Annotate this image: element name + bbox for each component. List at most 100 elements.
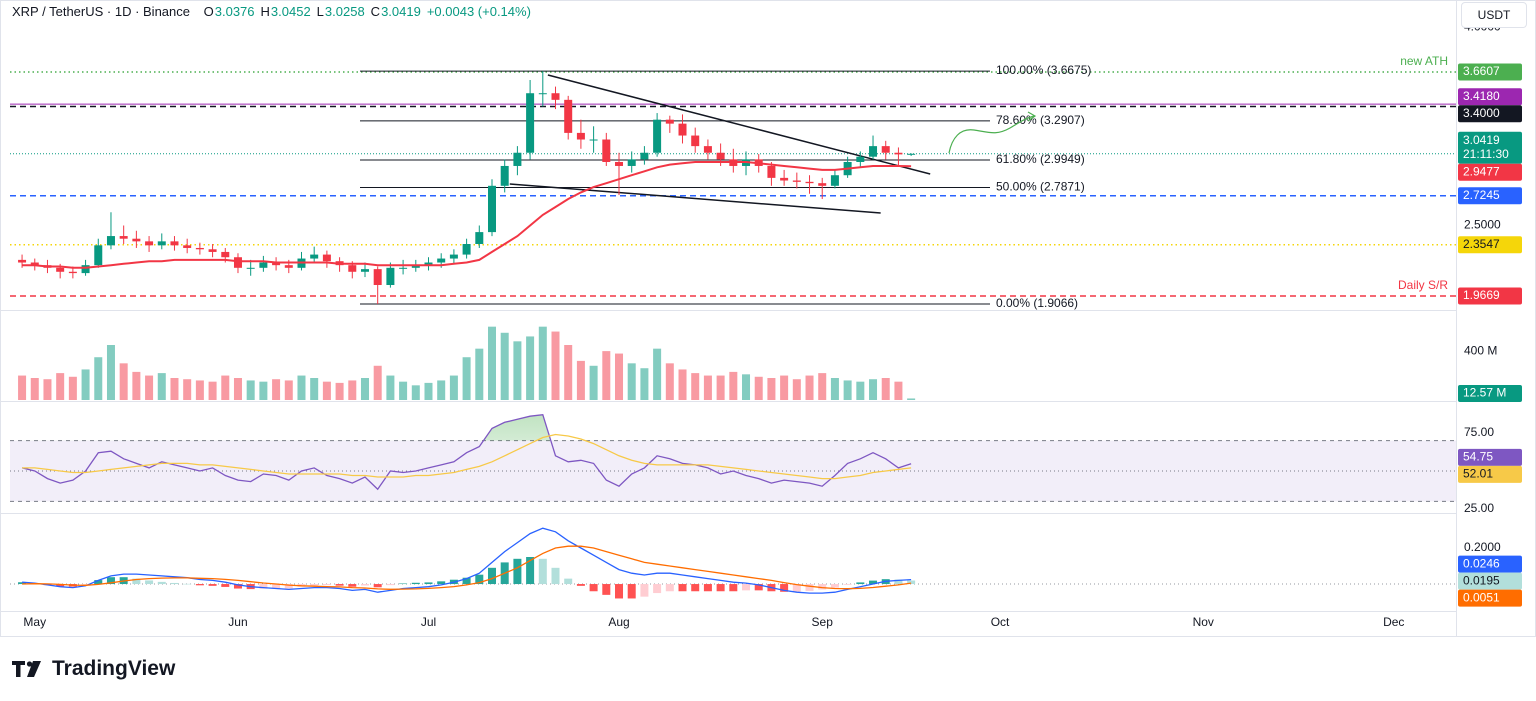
candle-body (30, 262, 39, 266)
candle-body (132, 238, 141, 242)
volume-bar (272, 379, 281, 400)
macd-histogram-bar (653, 584, 662, 594)
candle-body (526, 93, 535, 153)
volume-bar (30, 378, 39, 400)
price-tag (1458, 385, 1522, 402)
volume-bar (360, 378, 369, 400)
candle-body (907, 153, 916, 155)
volume-bar (449, 375, 458, 400)
macd-histogram-bar (856, 582, 865, 585)
ohlc-value: 3.0376 (214, 4, 255, 19)
candle-body (589, 139, 598, 141)
candle-body (703, 146, 712, 153)
candle-body (18, 259, 27, 263)
price-tag-label: 12.57 M (1463, 386, 1506, 400)
macd-histogram-bar (18, 582, 27, 585)
volume-bar (233, 378, 242, 400)
volume-bar (373, 365, 382, 400)
fib-label: 61.80% (2.9949) (996, 152, 1085, 166)
macd-histogram-bar (259, 584, 268, 589)
price-tag (1458, 287, 1522, 305)
candle-body (627, 159, 636, 166)
volume-bar (437, 380, 446, 400)
volume-bar (805, 375, 814, 400)
volume-bar (399, 381, 408, 400)
volume-bar (640, 368, 649, 400)
ohlc-label: O (203, 4, 214, 19)
candle-body (869, 146, 878, 157)
candle-body (678, 123, 687, 136)
volume-bar (348, 380, 357, 400)
volume-bar (830, 378, 839, 400)
candle-body (551, 93, 560, 100)
macd-histogram-bar (551, 567, 560, 585)
volume-bar (894, 381, 903, 400)
macd-histogram-bar (640, 584, 649, 597)
volume-bar (475, 348, 484, 400)
macd-histogram-bar (780, 584, 789, 592)
signal-line (22, 545, 912, 590)
candle-body (56, 267, 65, 272)
price-change: +0.0043 (+0.14%) (426, 4, 531, 19)
macd-histogram-bar (145, 580, 154, 585)
macd-histogram-bar (233, 584, 242, 589)
macd-histogram-bar (576, 584, 585, 586)
candle-body (246, 267, 255, 269)
macd-histogram-bar (360, 584, 369, 586)
volume-bar (792, 379, 801, 400)
candle-body (538, 93, 547, 95)
volume-bar (691, 373, 700, 400)
macd-histogram-bar (513, 558, 522, 585)
candle-body (564, 99, 573, 133)
macd-histogram-bar (284, 584, 293, 589)
candle-body (373, 269, 382, 286)
x-tick-label: May (23, 615, 46, 629)
y-tick-label: 400 M (1464, 343, 1497, 357)
volume-bar (488, 326, 496, 400)
volume-bar (68, 376, 77, 400)
x-tick-label: Jul (421, 615, 436, 629)
brand-logo: TradingView (12, 657, 176, 680)
price-tag (1458, 555, 1522, 573)
macd-histogram-bar (602, 584, 611, 595)
volume-bar (653, 348, 662, 400)
candle-body (665, 119, 674, 124)
ohlc-value: 3.0419 (381, 4, 421, 19)
price-tag-label: 0.0051 (1463, 590, 1500, 604)
macd-histogram-bar (805, 584, 814, 591)
candle-body (615, 161, 624, 166)
macd-histogram-bar (437, 581, 446, 585)
candle-body (640, 152, 649, 160)
volume-bar (678, 369, 687, 400)
volume-bar (284, 380, 293, 400)
candle-body (81, 265, 90, 274)
currency-button[interactable]: USDT (1461, 2, 1527, 28)
x-tick-label: Dec (1383, 615, 1404, 629)
volume-bar (526, 336, 535, 400)
volume-bar (513, 341, 522, 400)
y-tick-label: 75.00 (1464, 425, 1494, 439)
macd-histogram-bar (818, 584, 827, 590)
price-tag (1458, 465, 1522, 483)
price-tag-label: 2.9477 (1463, 164, 1500, 178)
candle-body (767, 165, 776, 178)
macd-histogram-bar (754, 584, 763, 591)
volume-bar (170, 378, 179, 400)
macd-histogram-bar (615, 584, 624, 599)
price-tag (1458, 163, 1522, 181)
macd-histogram-bar (678, 584, 687, 592)
price-tag-label: 2.3547 (1463, 237, 1500, 251)
price-tag-label: 3.4000 (1463, 106, 1500, 120)
macd-histogram-bar (742, 584, 751, 591)
price-tag-label: 2.7245 (1463, 188, 1500, 202)
volume-bar (818, 373, 827, 400)
candle-body (856, 156, 865, 162)
price-tag-label: 54.75 (1463, 449, 1493, 463)
macd-histogram-bar (272, 584, 281, 589)
ohlc-label: H (260, 4, 270, 19)
candle-body (437, 258, 446, 263)
fib-label: 100.00% (3.6675) (996, 63, 1091, 77)
chart-frame (0, 0, 1536, 637)
trendline (547, 74, 931, 175)
